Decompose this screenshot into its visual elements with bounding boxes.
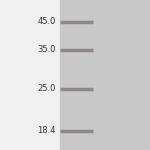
FancyBboxPatch shape xyxy=(0,0,60,150)
Text: 45.0: 45.0 xyxy=(37,17,56,26)
FancyBboxPatch shape xyxy=(60,0,150,150)
Text: 35.0: 35.0 xyxy=(37,45,56,54)
Text: 18.4: 18.4 xyxy=(37,126,56,135)
Text: 25.0: 25.0 xyxy=(37,84,56,93)
